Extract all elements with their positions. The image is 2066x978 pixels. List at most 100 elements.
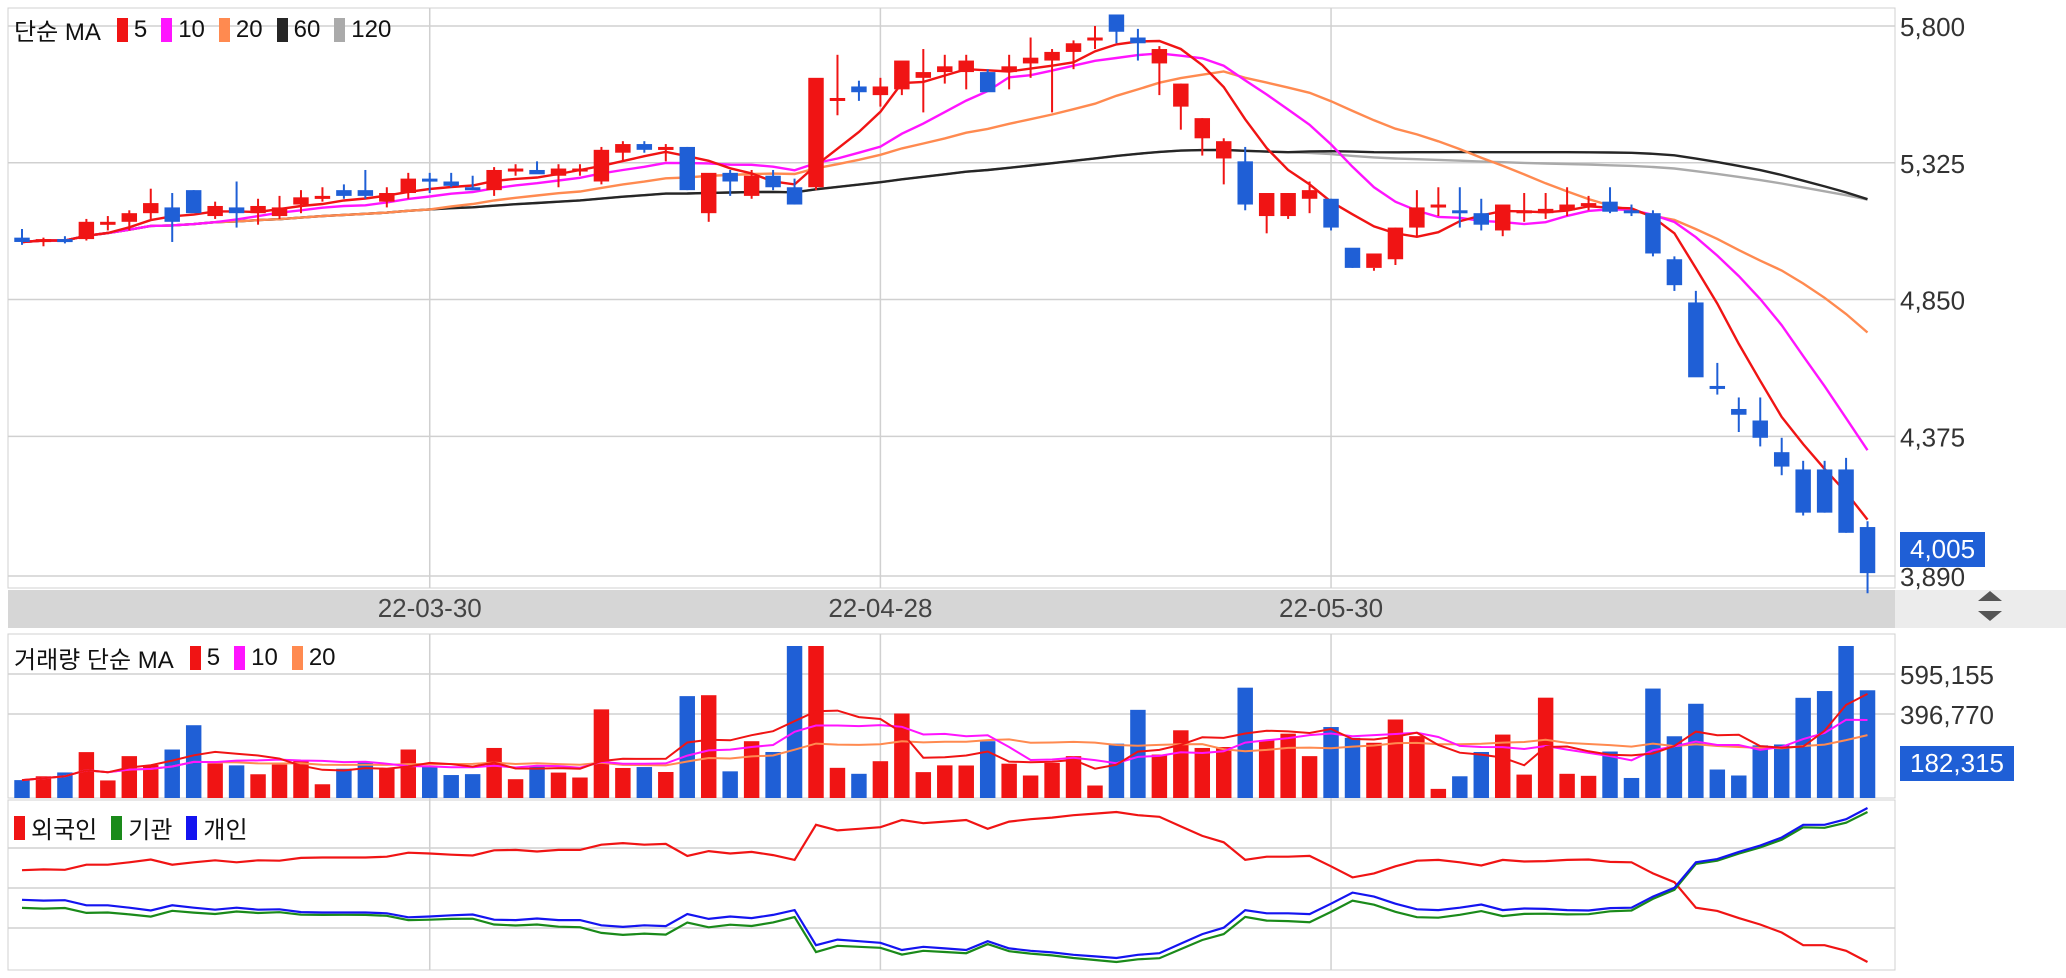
candle-body bbox=[829, 97, 846, 101]
volume-bar bbox=[314, 784, 331, 798]
volume-tick-label: 396,770 bbox=[1900, 700, 1994, 730]
candle-body bbox=[1580, 203, 1597, 207]
price-ma-legend: 단순 MA 5 10 20 60 120 bbox=[14, 12, 391, 47]
volume-bar bbox=[78, 752, 95, 798]
candle-body bbox=[143, 203, 159, 214]
volume-bar bbox=[658, 771, 674, 798]
price-tick-label: 4,850 bbox=[1900, 286, 1965, 316]
candle-body bbox=[1752, 420, 1768, 438]
ma5-swatch bbox=[116, 17, 128, 42]
volume-bar bbox=[550, 772, 567, 798]
volume-bar bbox=[765, 751, 781, 798]
candle-body bbox=[937, 66, 953, 73]
volume-bar bbox=[164, 749, 180, 798]
volume-bar bbox=[1108, 743, 1125, 798]
ma10-swatch bbox=[161, 17, 173, 42]
candle-body bbox=[1645, 213, 1661, 254]
candle-body bbox=[872, 86, 889, 96]
candle-body bbox=[765, 175, 781, 188]
candle-body bbox=[1666, 259, 1683, 286]
current-volume-badge: 182,315 bbox=[1900, 746, 2014, 781]
candle-body bbox=[1344, 247, 1361, 268]
investor-legend: 외국인 기관 개인 bbox=[14, 810, 248, 845]
volume-bar bbox=[1130, 709, 1146, 798]
candle-body bbox=[1022, 57, 1039, 64]
candle-body bbox=[271, 207, 288, 217]
candle-body bbox=[1859, 527, 1876, 574]
volume-bar bbox=[915, 772, 932, 798]
vol-ma20-label: 20 bbox=[308, 643, 336, 671]
candle-body bbox=[400, 178, 417, 194]
ma10-label: 10 bbox=[178, 15, 205, 43]
ma120-label: 120 bbox=[351, 15, 392, 43]
volume-bar bbox=[1859, 690, 1876, 798]
candle-body bbox=[1044, 51, 1060, 61]
volume-bar bbox=[57, 772, 73, 798]
candle-body bbox=[1709, 385, 1726, 389]
candle-body bbox=[1301, 190, 1318, 199]
date-tick-label: 22-05-30 bbox=[1279, 593, 1383, 623]
candle-body bbox=[615, 144, 631, 153]
volume-bar bbox=[615, 767, 631, 798]
candle-body bbox=[14, 237, 30, 242]
volume-bar bbox=[293, 760, 309, 798]
volume-bar bbox=[35, 776, 52, 798]
candle-body bbox=[1366, 253, 1382, 268]
vol-ma5-label: 5 bbox=[206, 643, 221, 671]
candle-body bbox=[915, 72, 932, 78]
candle-body bbox=[679, 146, 695, 191]
volume-bar bbox=[1344, 737, 1361, 798]
volume-bar bbox=[207, 763, 223, 798]
candle-body bbox=[185, 190, 202, 214]
volume-bar bbox=[464, 774, 481, 798]
candle-body bbox=[722, 172, 738, 182]
volume-bar bbox=[1516, 774, 1532, 798]
price-panel-frame bbox=[7, 7, 1896, 589]
candle-body bbox=[57, 239, 73, 243]
volume-bar bbox=[636, 767, 653, 798]
date-tick-label: 22-03-30 bbox=[378, 593, 482, 623]
volume-bar bbox=[100, 780, 116, 798]
volume-bar bbox=[379, 767, 395, 798]
volume-bar bbox=[1752, 745, 1768, 798]
volume-bar bbox=[1409, 736, 1425, 798]
institution-swatch bbox=[111, 815, 123, 840]
volume-tick-label: 595,155 bbox=[1900, 660, 1994, 690]
volume-bar bbox=[593, 709, 610, 798]
volume-bar bbox=[937, 765, 953, 798]
candle-body bbox=[636, 144, 653, 150]
volume-bar bbox=[979, 741, 996, 798]
candle-body bbox=[1494, 204, 1511, 231]
vol-ma20-swatch bbox=[291, 645, 303, 670]
volume-bar bbox=[1151, 754, 1168, 798]
candle-body bbox=[1323, 198, 1339, 228]
candle-body bbox=[593, 149, 610, 182]
candle-body bbox=[422, 178, 438, 182]
candle-body bbox=[958, 60, 974, 73]
volume-bar bbox=[1258, 740, 1275, 798]
date-tick-label: 22-04-28 bbox=[828, 593, 932, 623]
volume-bar bbox=[1430, 788, 1447, 798]
candle-body bbox=[1516, 210, 1532, 214]
volume-bar bbox=[1494, 734, 1511, 798]
ma60-swatch bbox=[276, 17, 288, 42]
price-tick-label: 3,890 bbox=[1900, 562, 1965, 592]
candle-body bbox=[1816, 469, 1833, 513]
ma20-swatch bbox=[218, 17, 230, 42]
candle-body bbox=[1108, 14, 1125, 32]
candle-body bbox=[250, 205, 266, 214]
candle-body bbox=[1001, 66, 1017, 73]
volume-bar bbox=[679, 696, 695, 798]
candle-body bbox=[314, 195, 331, 199]
candle-body bbox=[164, 207, 180, 222]
volume-bar bbox=[1044, 762, 1060, 798]
volume-bar bbox=[529, 766, 545, 798]
candle-body bbox=[1151, 49, 1168, 64]
candle-body bbox=[228, 207, 245, 214]
axis-corner bbox=[1895, 590, 2066, 628]
volume-bar bbox=[1623, 777, 1640, 798]
volume-bar bbox=[958, 765, 974, 798]
candle-body bbox=[1173, 83, 1189, 107]
price-tick-label: 5,800 bbox=[1900, 12, 1965, 42]
